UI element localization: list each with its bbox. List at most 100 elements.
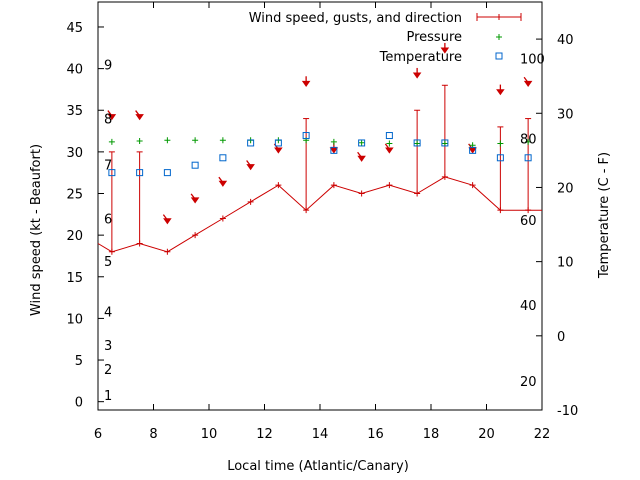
wind-direction-arrowhead [329,147,339,154]
temperature-point [330,146,338,154]
x-axis-label: Local time (Atlantic/Canary) [227,459,409,474]
y-tick-label: 15 [66,271,83,286]
legend-swatch-pressure [496,34,502,40]
temperature-point [441,139,449,147]
temperature-point [524,154,532,162]
temperature-point [247,139,255,147]
fahrenheit-label: 100 [520,53,545,68]
wind-direction-arrowhead [190,197,200,204]
legend-swatch-wind-point [496,14,502,20]
wind-speed-point [192,232,199,239]
wind-speed-point [275,182,282,189]
legend-swatch-temperature [495,52,503,60]
y2-tick-label: 30 [557,107,574,122]
legend-label-pressure: Pressure [406,30,462,45]
beaufort-label: 5 [104,255,112,270]
temperature-point [274,139,282,147]
pressure-point [136,138,143,145]
wind-direction-arrowhead [496,89,505,96]
x-tick-label: 20 [478,427,495,442]
x-tick-label: 14 [312,427,329,442]
y2-tick-label: -10 [557,404,578,419]
y-tick-label: 0 [75,396,83,411]
fahrenheit-label: 20 [520,375,537,390]
x-tick-label: 10 [201,427,218,442]
wind-speed-point [247,198,254,205]
pressure-point [219,137,226,144]
wind-direction-arrowhead [523,80,533,87]
axes: 6 8 10 12 14 16 18 20 22051015202530354045-10010… [66,2,578,442]
pressure-point [330,138,337,145]
fahrenheit-label: 80 [520,133,537,148]
temperature-point [469,146,477,154]
pressure-point [192,137,199,144]
fahrenheit-label: 40 [520,299,537,314]
beaufort-label: 9 [104,58,112,73]
legend: Wind speed, gusts, and direction Pressure… [249,11,522,65]
y2-axis-label: Temperature (C - F) [597,152,612,279]
wind-speed-point [219,215,226,222]
temperature-point [385,132,393,140]
y-tick-label: 30 [66,146,83,161]
pressure-point [386,140,393,147]
temperature-point [191,161,199,169]
beaufort-label: 4 [104,306,112,321]
y-tick-label: 10 [66,312,83,327]
y-tick-label: 45 [66,21,83,36]
pressure-point [497,140,504,147]
temperature-point [413,139,421,147]
y-tick-label: 5 [75,354,83,369]
temperature-point [108,169,116,177]
wind-direction-arrowhead [301,80,311,87]
wind-speed-line [97,176,542,253]
y-tick-label: 35 [66,104,83,119]
wind-speed-point [164,248,171,255]
y-tick-label: 20 [66,229,83,244]
beaufort-label: 6 [104,212,112,227]
fahrenheit-label: 60 [520,214,537,229]
y2-tick-label: 40 [557,33,574,48]
wind-direction-arrowhead [246,164,255,171]
x-tick-label: 8 [149,427,157,442]
wind-direction-arrowhead [218,180,228,187]
y-tick-label: 25 [66,188,83,203]
temperature-point [136,169,144,177]
beaufort-label: 8 [104,113,112,128]
temperature-point [219,154,227,162]
beaufort-label: 3 [104,339,112,354]
legend-label-temperature: Temperature [379,50,462,65]
x-tick-label: 16 [367,427,384,442]
y2-tick-label: 0 [557,330,565,345]
wind-speed-point [358,190,365,197]
temperature-point [496,154,504,162]
wind-direction-arrowhead [135,114,144,121]
wind-direction-arrowhead [274,147,283,154]
plot-frame [97,1,543,411]
plot-area [97,1,543,411]
y2-tick-label: 20 [557,181,574,196]
wind-direction-arrowhead [107,114,117,121]
wind-speed-point [330,182,337,189]
y-tick-label: 40 [66,63,83,78]
legend-label-wind: Wind speed, gusts, and direction [249,11,462,26]
wind-direction-arrowhead [440,47,450,54]
x-tick-label: 12 [256,427,273,442]
x-tick-label: 6 [94,427,102,442]
y2-tick-label: 10 [557,256,574,271]
wind-direction-arrowhead [163,218,172,225]
pressure-point [358,139,365,146]
pressure-point [164,137,171,144]
x-tick-label: 22 [534,427,551,442]
x-tick-label: 18 [423,427,440,442]
pressure-point [108,138,115,145]
wind-speed-point [386,182,393,189]
pressure-point [525,138,532,145]
wind-direction-arrowhead [468,147,477,154]
wind-direction-arrowhead [385,147,394,154]
wind-direction-arrowhead [412,72,422,79]
temperature-point [302,132,310,140]
beaufort-label: 7 [104,158,112,173]
data-layer [97,42,542,255]
wind-speed-point [469,182,476,189]
